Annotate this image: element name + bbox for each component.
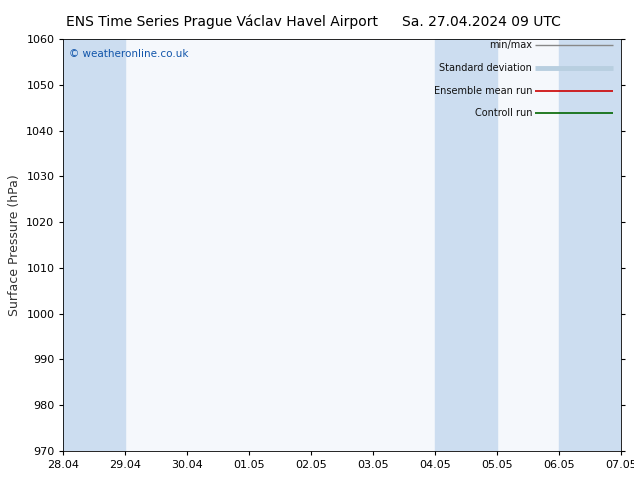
- Text: ENS Time Series Prague Václav Havel Airport: ENS Time Series Prague Václav Havel Airp…: [66, 15, 378, 29]
- Y-axis label: Surface Pressure (hPa): Surface Pressure (hPa): [8, 174, 21, 316]
- Text: © weatheronline.co.uk: © weatheronline.co.uk: [69, 49, 188, 59]
- Text: min/max: min/max: [489, 40, 532, 50]
- Text: Controll run: Controll run: [475, 108, 532, 118]
- Bar: [436, 39, 497, 451]
- Bar: [63, 39, 126, 451]
- Text: Ensemble mean run: Ensemble mean run: [434, 86, 532, 96]
- Text: Standard deviation: Standard deviation: [439, 63, 532, 73]
- Text: Sa. 27.04.2024 09 UTC: Sa. 27.04.2024 09 UTC: [403, 15, 561, 29]
- Bar: [559, 39, 621, 451]
